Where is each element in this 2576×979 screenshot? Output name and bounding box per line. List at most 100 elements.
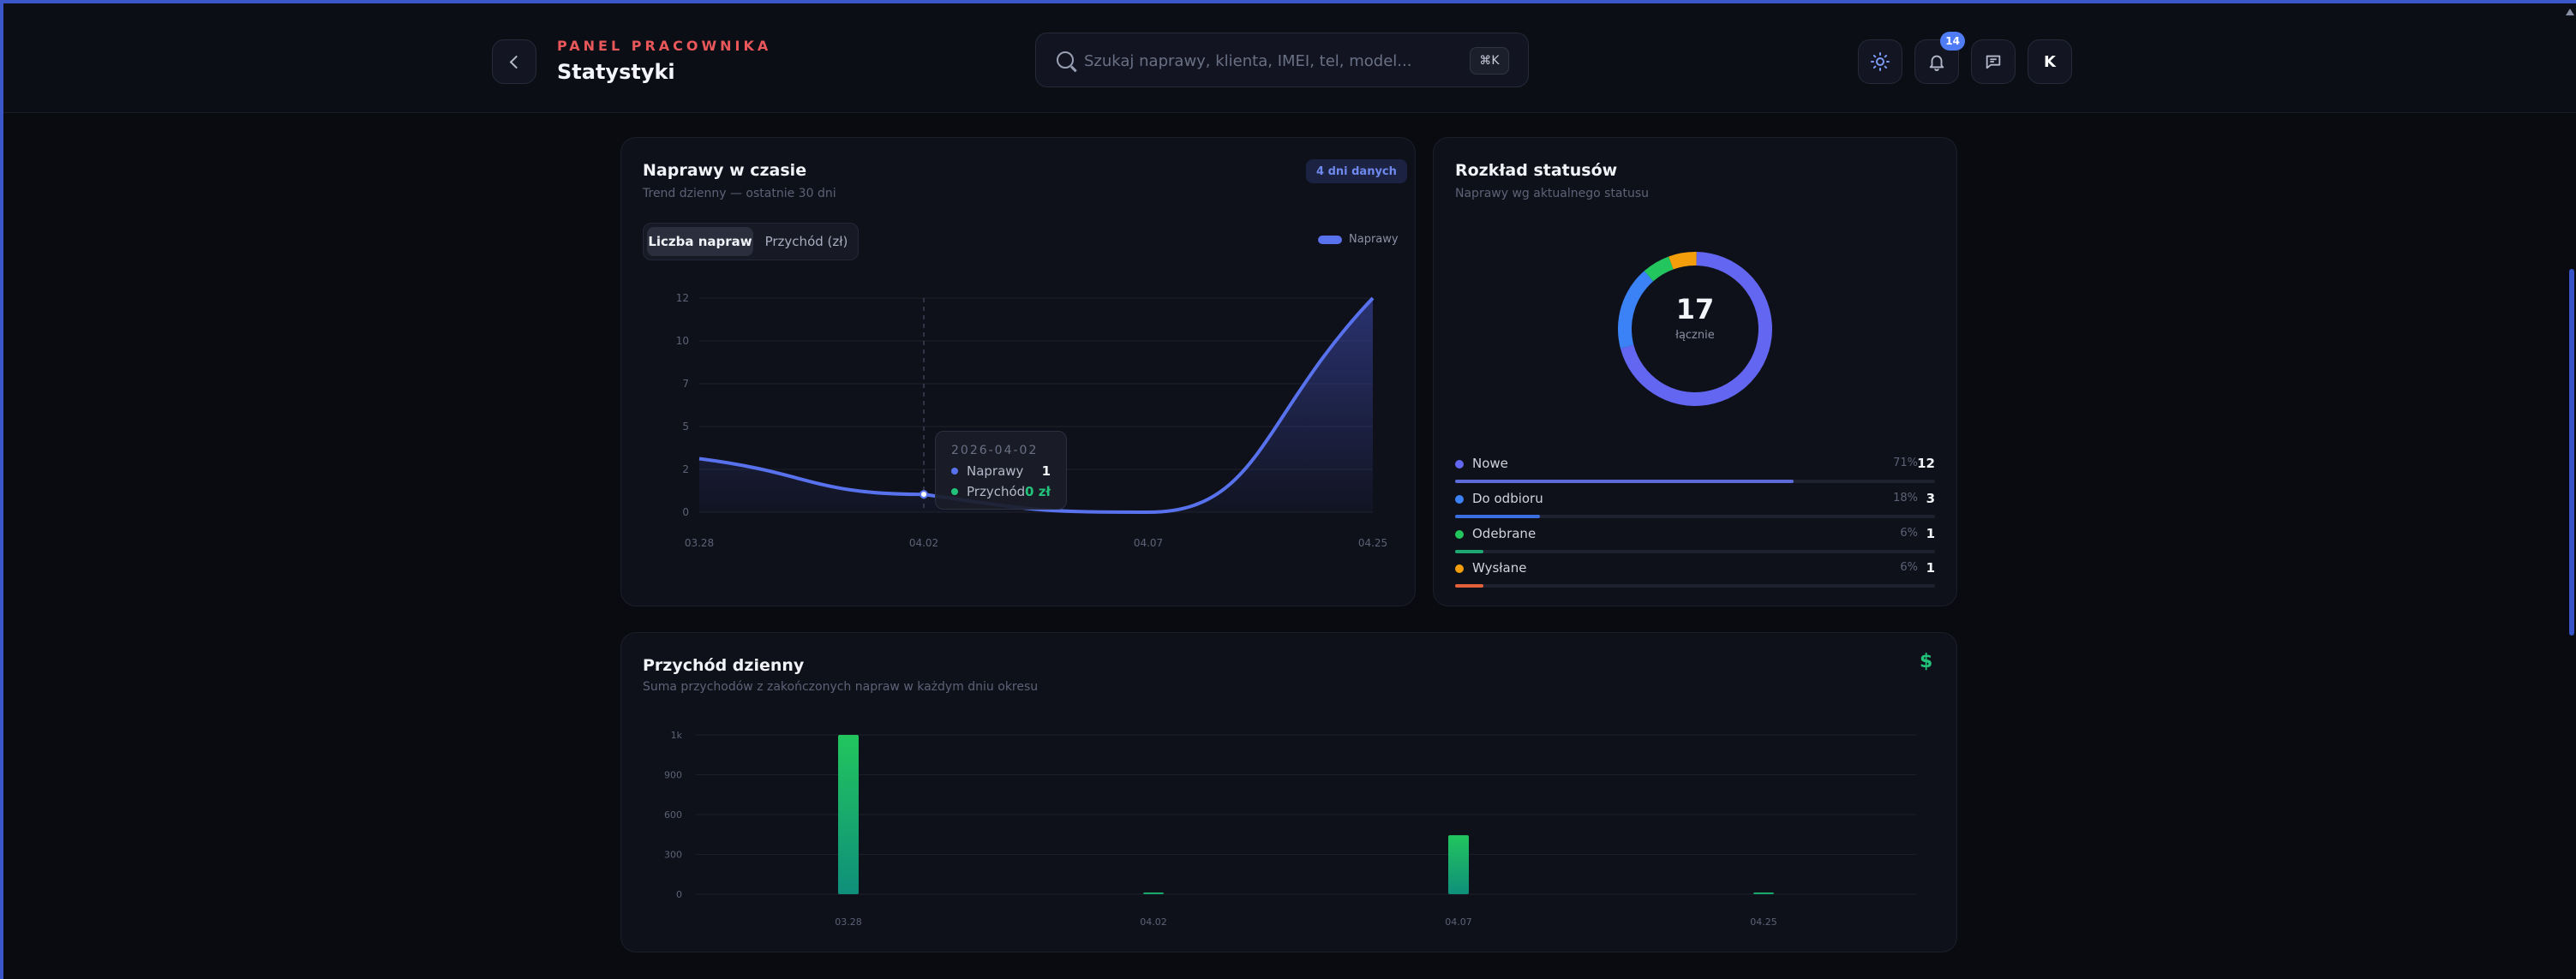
status-card-subtitle: Naprawy wg aktualnego statusu — [1455, 187, 1650, 200]
y-tick-label: 0 — [682, 506, 689, 518]
panel-label: PANEL PRACOWNIKA — [557, 38, 772, 54]
donut-total: 17 — [1675, 293, 1715, 325]
status-percent: 6% — [1900, 527, 1918, 540]
status-percent: 6% — [1900, 561, 1918, 574]
status-dot — [1455, 564, 1464, 573]
data-days-badge: 4 dni danych — [1306, 159, 1407, 183]
y-tick-label: 2 — [682, 463, 689, 475]
tooltip-repairs-label: Naprawy — [967, 463, 1024, 479]
x-tick-label: 04.25 — [1358, 537, 1387, 549]
top-bar: PANEL PRACOWNIKA Statystyki ⌘K 14 — [3, 3, 2576, 113]
chevron-left-icon — [509, 55, 524, 69]
x-tick-label: 04.02 — [1140, 916, 1167, 928]
repairs-chart-subtitle: Trend dzienny — ostatnie 30 dni — [643, 187, 836, 200]
status-row-ready-pickup[interactable]: Do odbioru 18% 3 — [1455, 491, 1935, 522]
status-row-new[interactable]: Nowe 71% 12 — [1455, 456, 1935, 487]
status-dot — [1455, 495, 1464, 504]
chart-metric-toggle: Liczba napraw Przychód (zł) — [643, 223, 859, 260]
data-point[interactable] — [920, 490, 928, 499]
daily-revenue-bar-chart[interactable]: 0 300 600 900 1k 03.28 04.02 04.07 04.25 — [638, 719, 1940, 934]
status-count: 1 — [1926, 526, 1935, 541]
status-count: 3 — [1926, 491, 1935, 506]
legend-label: Naprawy — [1349, 233, 1399, 246]
y-tick-label: 10 — [676, 335, 689, 347]
legend-swatch — [1318, 235, 1342, 244]
status-name: Nowe — [1472, 456, 1508, 471]
y-tick-label: 12 — [676, 292, 689, 304]
tooltip-revenue-dot — [951, 488, 958, 495]
revenue-bar[interactable] — [1448, 835, 1469, 894]
x-tick-label: 03.28 — [835, 916, 862, 928]
revenue-bar[interactable] — [1753, 892, 1774, 894]
status-percent: 18% — [1893, 492, 1918, 504]
revenue-bar[interactable] — [838, 735, 859, 894]
search-input[interactable] — [1084, 45, 1444, 76]
chat-icon — [1986, 55, 2001, 69]
status-row-shipped[interactable]: Wysłane 6% 1 — [1455, 560, 1935, 591]
status-progress-fill — [1455, 550, 1483, 553]
status-count: 12 — [1917, 456, 1935, 471]
status-progress-track — [1455, 584, 1935, 588]
repairs-chart-card — [620, 137, 1416, 606]
repairs-series-line — [698, 296, 1375, 515]
status-progress-track — [1455, 550, 1935, 553]
status-name: Odebrane — [1472, 526, 1537, 541]
tooltip-repairs-dot — [951, 468, 958, 475]
x-tick-label: 03.28 — [685, 537, 714, 549]
donut-total-label: łącznie — [1675, 329, 1715, 342]
status-progress-track — [1455, 480, 1935, 483]
y-tick-label: 5 — [682, 421, 689, 433]
x-tick-label: 04.02 — [909, 537, 938, 549]
status-name: Do odbioru — [1472, 491, 1543, 506]
repairs-line-chart[interactable]: 0 2 5 7 10 12 03.28 04.02 04.07 04.25 — [663, 286, 1392, 560]
back-button[interactable] — [492, 39, 536, 84]
search-box[interactable]: ⌘K — [1035, 33, 1529, 87]
status-name: Wysłane — [1472, 560, 1527, 576]
dollar-icon: $ — [1920, 651, 1933, 672]
revenue-card-subtitle: Suma przychodów z zakończonych napraw w … — [643, 680, 1039, 694]
repairs-chart-title: Naprawy w czasie — [643, 161, 807, 180]
status-progress-fill — [1455, 480, 1794, 483]
messages-button[interactable] — [1971, 39, 2016, 84]
chart-legend: Naprawy — [1318, 233, 1399, 246]
status-donut-chart[interactable] — [1609, 243, 1781, 415]
tooltip-revenue-label: Przychód — [967, 484, 1026, 499]
x-tick-label: 04.25 — [1750, 916, 1777, 928]
status-row-collected[interactable]: Odebrane 6% 1 — [1455, 526, 1935, 557]
status-dot — [1455, 530, 1464, 539]
status-progress-track — [1455, 515, 1935, 518]
page-scrollbar[interactable] — [2569, 269, 2574, 636]
avatar[interactable]: K — [2028, 39, 2072, 84]
chart-tooltip: 2026-04-02 Naprawy 1 Przychód 0 zł — [935, 431, 1067, 510]
search-shortcut-badge: ⌘K — [1470, 47, 1509, 75]
bell-icon — [1929, 55, 1944, 71]
revenue-card-title: Przychód dzienny — [643, 656, 805, 675]
notifications-button[interactable]: 14 — [1914, 32, 1965, 84]
revenue-bar[interactable] — [1143, 892, 1164, 894]
theme-toggle-button[interactable] — [1858, 39, 1902, 84]
scroll-up-arrow-icon[interactable] — [2566, 9, 2574, 15]
status-distribution-card — [1433, 137, 1957, 606]
y-tick-label: 1k — [671, 730, 683, 741]
tab-revenue[interactable]: Przychód (zł) — [764, 234, 848, 249]
status-dot — [1455, 460, 1464, 469]
page-title: Statystyki — [557, 60, 675, 84]
status-card-title: Rozkład statusów — [1455, 161, 1618, 180]
y-tick-label: 0 — [676, 889, 682, 900]
status-count: 1 — [1926, 560, 1935, 576]
sun-icon — [1871, 52, 1890, 71]
y-tick-label: 600 — [664, 809, 682, 821]
donut-slice-2[interactable] — [1618, 271, 1654, 349]
x-tick-label: 04.07 — [1134, 537, 1163, 549]
donut-slice-3[interactable] — [1644, 256, 1674, 282]
notification-badge: 14 — [1940, 32, 1965, 51]
donut-slice-4[interactable] — [1668, 252, 1697, 270]
y-tick-label: 300 — [664, 850, 682, 861]
tooltip-repairs-value: 1 — [1041, 463, 1051, 479]
x-tick-label: 04.07 — [1445, 916, 1472, 928]
y-tick-label: 900 — [664, 770, 682, 781]
tooltip-revenue-value: 0 zł — [1025, 484, 1051, 499]
tooltip-date: 2026-04-02 — [951, 444, 1039, 457]
tab-repair-count[interactable]: Liczba napraw — [647, 227, 753, 256]
status-percent: 71% — [1893, 457, 1918, 469]
